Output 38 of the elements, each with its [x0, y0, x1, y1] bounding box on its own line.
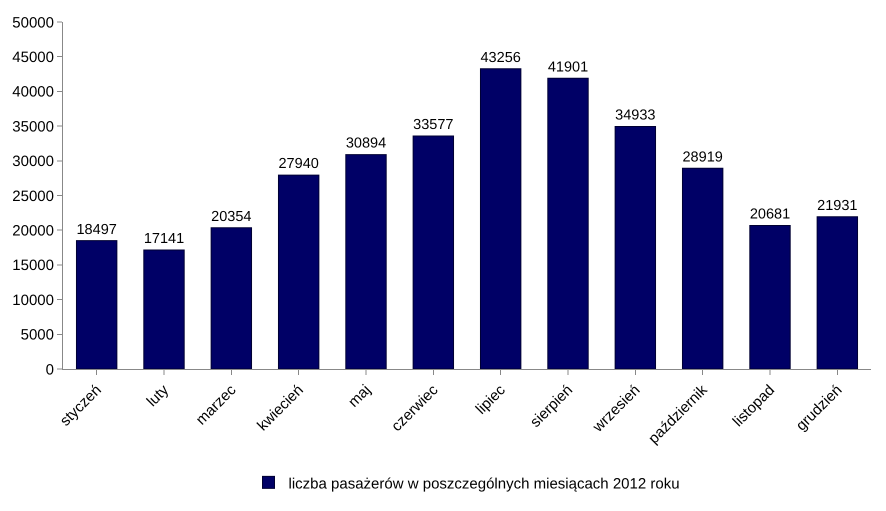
y-tick-label: 45000	[12, 48, 54, 66]
y-tick-label: 40000	[12, 84, 54, 101]
y-tick-label: 25000	[12, 188, 54, 205]
y-tick-label: 50000	[12, 14, 54, 32]
bar	[749, 224, 791, 369]
data-label: 20681	[750, 206, 790, 223]
x-tick-label: luty	[144, 381, 172, 410]
bar	[816, 216, 858, 369]
data-label: 41901	[548, 59, 588, 76]
y-tick-label: 30000	[12, 153, 54, 170]
y-tick-label: 10000	[12, 292, 54, 309]
bar	[547, 78, 589, 369]
data-label: 20354	[211, 208, 252, 225]
bar	[480, 68, 522, 369]
data-label: 17141	[144, 231, 184, 248]
data-label: 18497	[76, 222, 117, 238]
y-tick-label: 5000	[20, 326, 54, 344]
bar	[614, 126, 656, 369]
x-tick-label: maj	[345, 382, 374, 411]
bar	[76, 240, 118, 369]
bar	[143, 250, 185, 369]
data-label: 34933	[615, 108, 656, 124]
y-tick-label: 15000	[12, 257, 54, 274]
bar	[412, 135, 454, 369]
y-tick-label: 35000	[12, 118, 54, 136]
data-label: 30894	[346, 136, 386, 152]
data-label: 28919	[682, 149, 723, 166]
y-tick-label: 20000	[12, 222, 54, 240]
legend-label: liczba pasażerów w poszczególnych miesiącach 2012 roku	[288, 475, 680, 492]
data-label: 43256	[480, 50, 521, 66]
bar	[278, 174, 320, 369]
data-label: 27940	[278, 156, 319, 172]
data-label: 21931	[817, 198, 858, 214]
y-tick-label: 0	[46, 361, 54, 378]
bar	[210, 227, 252, 369]
bar	[345, 154, 387, 369]
data-label: 33577	[413, 117, 454, 134]
bar	[682, 168, 724, 369]
